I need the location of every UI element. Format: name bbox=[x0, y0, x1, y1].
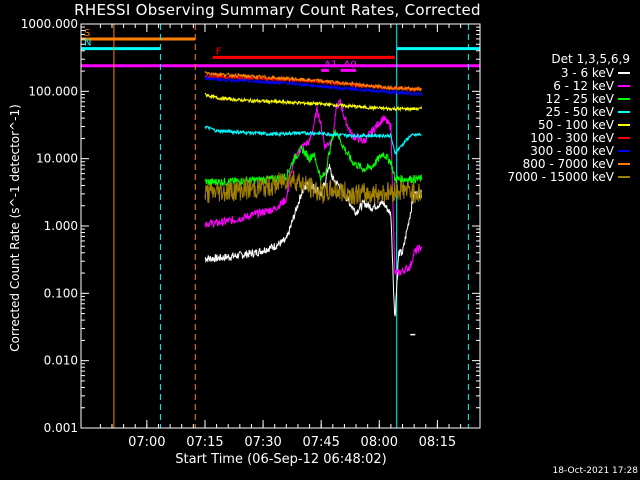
y-tick-label: 100.000 bbox=[28, 84, 78, 98]
flag-bar-label: F bbox=[216, 46, 222, 57]
legend-entry: 300 - 800 keV bbox=[480, 144, 640, 158]
series-line-7000-15000-keV bbox=[204, 170, 423, 205]
y-tick-label: 1000.000 bbox=[21, 17, 78, 31]
legend-entry: 25 - 50 keV bbox=[480, 105, 640, 119]
legend-label: 800 - 7000 keV bbox=[522, 157, 614, 171]
legend: 3 - 6 keV 6 - 12 keV 12 - 25 keV 25 - 50 ke… bbox=[480, 66, 640, 184]
legend-label: 7000 - 15000 keV bbox=[507, 170, 614, 184]
legend-entry: 6 - 12 keV bbox=[480, 79, 640, 93]
legend-entry: 3 - 6 keV bbox=[480, 66, 640, 80]
x-tick-label: 07:00 bbox=[128, 435, 165, 450]
series-line-300-800-keV bbox=[204, 74, 423, 98]
legend-label: 3 - 6 keV bbox=[560, 66, 614, 80]
axes: 1000.000 100.000 10.000 1.000 0.100 0.010 0.00… bbox=[21, 17, 481, 450]
legend-entry: 800 - 7000 keV bbox=[480, 157, 640, 171]
series-line-6-12-keV bbox=[204, 98, 423, 277]
legend-entry: 12 - 25 keV bbox=[480, 92, 640, 106]
y-tick-label: 0.001 bbox=[44, 421, 78, 435]
legend-label: 25 - 50 keV bbox=[545, 105, 614, 119]
flag-bar-label: A1 bbox=[324, 59, 337, 70]
legend-swatch bbox=[618, 176, 630, 178]
legend-swatch bbox=[618, 98, 630, 100]
legend-entry: 7000 - 15000 keV bbox=[480, 170, 640, 184]
x-tick-label: 07:30 bbox=[244, 435, 281, 450]
legend-swatch bbox=[618, 111, 630, 113]
legend-entry: 50 - 100 keV bbox=[480, 118, 640, 132]
series-line-12-25-keV bbox=[204, 129, 423, 187]
flag-bar-label: N bbox=[84, 38, 91, 49]
x-tick-label: 07:15 bbox=[186, 435, 223, 450]
x-tick-label: 07:45 bbox=[302, 435, 339, 450]
series-line-800-7000-keV bbox=[204, 70, 422, 93]
legend-swatch bbox=[618, 85, 630, 87]
legend-entry: 100 - 300 keV bbox=[480, 131, 640, 145]
y-tick-label: 10.000 bbox=[36, 152, 78, 166]
series-line-25-50-keV bbox=[204, 125, 422, 155]
legend-title: Det 1,3,5,6,9 bbox=[551, 52, 630, 66]
legend-label: 12 - 25 keV bbox=[545, 92, 614, 106]
y-tick-label: 1.000 bbox=[44, 219, 78, 233]
legend-label: 50 - 100 keV bbox=[537, 118, 614, 132]
x-tick-label: 08:00 bbox=[361, 435, 398, 450]
flag-bar-label: A0 bbox=[344, 59, 357, 70]
chart-title: RHESSI Observing Summary Count Rates, Co… bbox=[74, 1, 481, 19]
x-tick-label: 08:15 bbox=[419, 435, 456, 450]
x-axis-label: Start Time (06-Sep-12 06:48:02) bbox=[175, 452, 387, 467]
legend-swatch bbox=[618, 163, 630, 165]
legend-swatch bbox=[618, 124, 630, 126]
flag-bar-label: S bbox=[84, 28, 90, 39]
flag-bars: SN F A1 A0 bbox=[81, 28, 480, 72]
legend-swatch bbox=[618, 150, 630, 152]
y-tick-label: 0.100 bbox=[44, 286, 78, 300]
y-tick-label: 0.010 bbox=[44, 354, 78, 368]
legend-label: 100 - 300 keV bbox=[530, 131, 614, 145]
series-line-50-100-keV bbox=[204, 92, 423, 113]
legend-label: 300 - 800 keV bbox=[530, 144, 614, 158]
legend-swatch bbox=[618, 72, 630, 74]
series-lines bbox=[204, 70, 423, 336]
y-axis-label: Corrected Count Rate (s^-1 detector^-1) bbox=[8, 104, 22, 352]
stray-point bbox=[410, 333, 416, 336]
timestamp: 18-Oct-2021 17:28 bbox=[552, 466, 638, 476]
legend-label: 6 - 12 keV bbox=[553, 79, 614, 93]
legend-swatch bbox=[618, 137, 630, 139]
